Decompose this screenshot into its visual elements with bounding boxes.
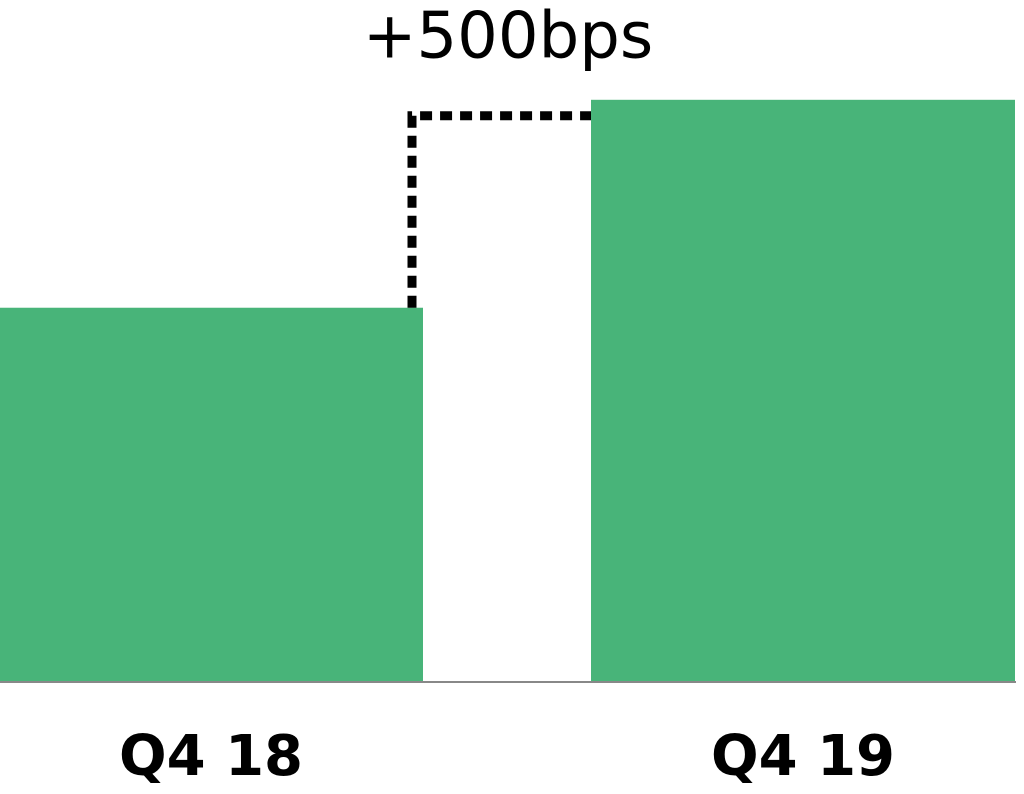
bar [591, 99, 1015, 683]
annotation: +500bps [363, 0, 653, 74]
x-tick-label: Q4 19 [711, 724, 895, 789]
x-tick-label: Q4 18 [119, 724, 303, 789]
change-bracket [407, 111, 591, 308]
bar [0, 307, 423, 682]
